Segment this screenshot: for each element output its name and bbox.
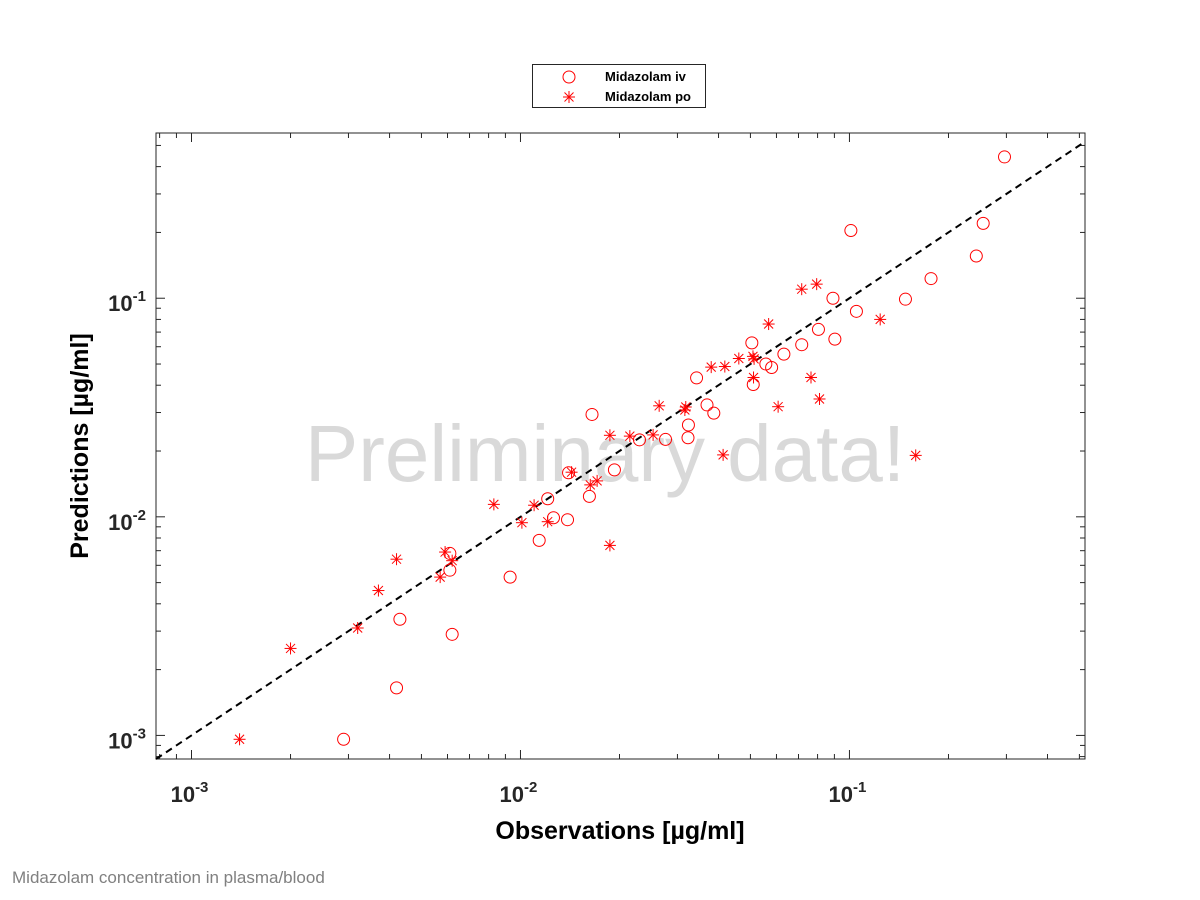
po-data-point <box>487 498 500 511</box>
po-data-point <box>439 546 452 559</box>
iv-data-point <box>585 407 599 421</box>
po-data-point <box>653 399 666 412</box>
po-data-point <box>909 449 922 462</box>
po-data-point <box>813 392 826 405</box>
asterisk-marker-icon <box>563 91 575 103</box>
iv-data-point <box>561 513 575 527</box>
legend-label: Midazolam iv <box>605 69 686 84</box>
iv-data-point <box>532 533 546 547</box>
iv-data-point <box>924 272 938 286</box>
po-data-point <box>528 499 541 512</box>
po-data-point <box>772 400 785 413</box>
x-axis-label: Observations [µg/ml] <box>495 817 744 845</box>
po-data-point <box>434 571 447 584</box>
iv-data-point <box>390 681 404 695</box>
iv-data-point <box>700 398 714 412</box>
po-data-point <box>795 283 808 296</box>
po-data-point <box>762 318 775 331</box>
iv-data-point <box>828 332 842 346</box>
po-data-point <box>718 360 731 373</box>
x-tick-label: 10-2 <box>500 779 538 807</box>
y-tick-label: 10-1 <box>108 288 146 316</box>
po-data-point <box>679 400 692 413</box>
po-data-point <box>705 361 718 374</box>
iv-data-point <box>765 361 779 375</box>
iv-data-point <box>707 406 721 420</box>
po-data-point <box>623 430 636 443</box>
po-data-point <box>748 352 761 365</box>
po-data-point <box>647 428 660 441</box>
y-tick-label: 10-3 <box>108 725 146 753</box>
po-data-point <box>810 278 823 291</box>
po-data-point <box>541 515 554 528</box>
iv-data-point <box>445 627 459 641</box>
iv-data-point <box>337 732 351 746</box>
iv-data-point <box>681 418 695 432</box>
iv-data-point <box>443 546 457 560</box>
x-tick-label: 10-1 <box>829 779 867 807</box>
iv-data-point <box>690 371 704 385</box>
po-data-point <box>390 553 403 566</box>
po-data-point <box>591 474 604 487</box>
plot-area <box>155 132 1086 760</box>
po-data-point <box>351 622 364 635</box>
identity-line <box>155 140 1086 760</box>
po-data-point <box>747 371 760 384</box>
legend-item-iv: Midazolam iv <box>533 67 705 87</box>
y-tick-label: 10-2 <box>108 507 146 535</box>
iv-data-point <box>393 612 407 626</box>
iv-data-point <box>541 492 555 506</box>
po-data-point <box>446 554 459 567</box>
iv-data-point <box>844 224 858 238</box>
iv-data-point <box>997 150 1011 164</box>
iv-data-point <box>607 463 621 477</box>
legend-label: Midazolam po <box>605 89 691 104</box>
iv-data-point <box>849 304 863 318</box>
iv-data-point <box>659 432 673 446</box>
legend: Midazolam iv Midazolam po <box>532 64 706 108</box>
po-data-point <box>584 478 597 491</box>
iv-data-point <box>777 347 791 361</box>
po-data-point <box>284 642 297 655</box>
iv-data-point <box>969 249 983 263</box>
po-data-point <box>874 313 887 326</box>
iv-data-point <box>582 489 596 503</box>
legend-item-po: Midazolam po <box>533 87 705 107</box>
y-axis-label: Predictions [µg/ml] <box>66 333 94 559</box>
po-data-point <box>515 516 528 529</box>
po-data-point <box>603 429 616 442</box>
po-data-point <box>233 733 246 746</box>
iv-data-point <box>898 292 912 306</box>
iv-data-point <box>826 291 840 305</box>
iv-data-point <box>503 570 517 584</box>
iv-data-point <box>443 563 457 577</box>
watermark: Preliminary data! <box>305 409 905 498</box>
po-data-point <box>732 352 745 365</box>
iv-data-point <box>562 466 576 480</box>
iv-data-point <box>681 431 695 445</box>
iv-data-point <box>795 338 809 352</box>
po-data-point <box>603 539 616 552</box>
iv-data-point <box>811 322 825 336</box>
po-data-point <box>565 466 578 479</box>
po-data-point <box>372 584 385 597</box>
caption: Midazolam concentration in plasma/blood <box>12 868 325 887</box>
circle-marker-icon <box>562 70 576 84</box>
po-data-point <box>717 448 730 461</box>
iv-data-point <box>745 336 759 350</box>
x-tick-label: 10-3 <box>171 779 209 807</box>
po-data-point <box>804 371 817 384</box>
iv-data-point <box>976 216 990 230</box>
